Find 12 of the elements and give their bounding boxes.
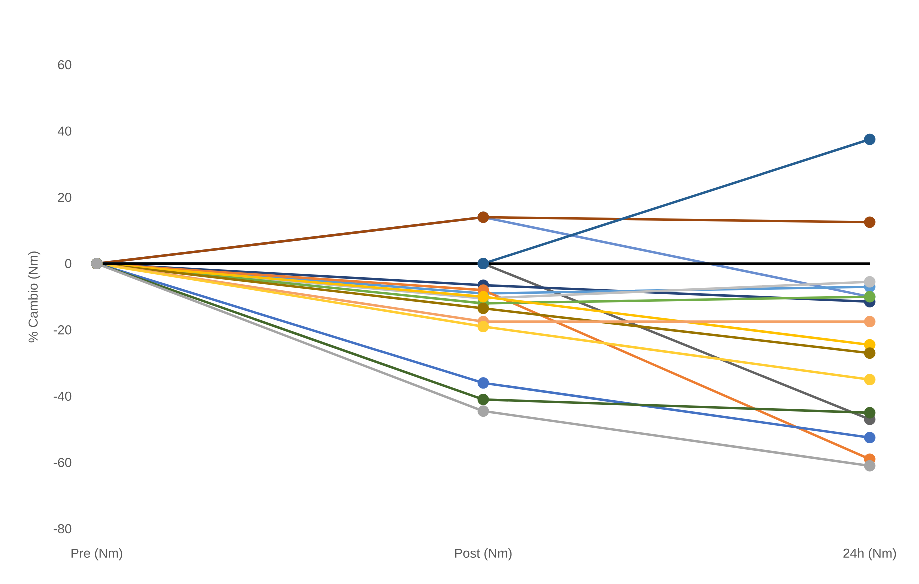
y-axis-title: % Cambio (Nm): [28, 252, 41, 343]
y-tick-label: -80: [54, 524, 72, 534]
x-tick-label: 24h (Nm): [844, 548, 896, 561]
y-tick-label: 60: [58, 60, 72, 70]
y-tick-label: -60: [54, 458, 72, 468]
x-tick-label: Pre (Nm): [72, 548, 122, 561]
y-tick-label: -20: [54, 326, 72, 335]
y-tick-label: -40: [54, 392, 72, 402]
x-tick-label: Post (Nm): [455, 548, 512, 561]
y-tick-label: 40: [58, 126, 72, 136]
y-tick-label: 20: [58, 192, 72, 202]
y-tick-label: 0: [65, 259, 72, 268]
